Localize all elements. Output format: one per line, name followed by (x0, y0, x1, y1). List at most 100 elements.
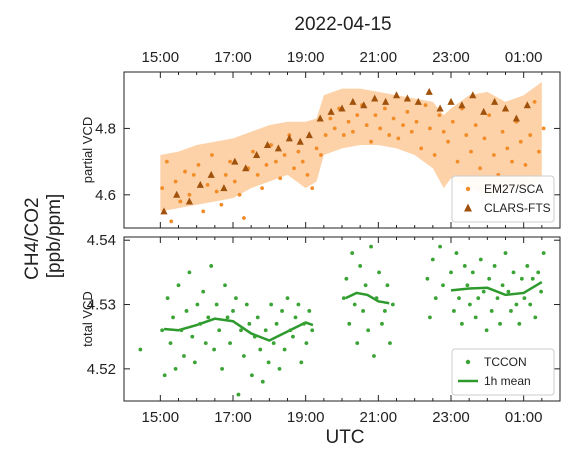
bottom-panel: 15:00 17:00 19:00 21:00 23:00 01:00 4.52 4.53 4.… (80, 232, 561, 426)
legend-triangle-marker (464, 203, 472, 212)
em27-sca-point (518, 139, 523, 144)
tccon-point (212, 347, 217, 352)
em27-sca-point (160, 186, 165, 191)
em27-sca-point (242, 216, 246, 220)
tccon-point (460, 321, 464, 326)
tccon-point (310, 328, 315, 333)
legend-frame (451, 175, 555, 223)
tccon-point (225, 315, 230, 320)
tccon-point (433, 296, 438, 300)
series-line-2 (345, 291, 390, 305)
tccon-point (541, 251, 546, 255)
tccon-point (489, 309, 494, 313)
x-tick-label: 19:00 (287, 49, 325, 66)
tccon-point (244, 302, 249, 307)
top-plot-area (160, 81, 546, 224)
bottom-legend: TCCON 1h mean (451, 348, 555, 396)
y-tick-label: 4.8 (95, 120, 116, 137)
em27-sca-point (219, 202, 224, 207)
tccon-point (173, 366, 178, 371)
tccon-point (390, 302, 395, 307)
tccon-point (260, 379, 265, 384)
em27-sca-point (409, 129, 414, 134)
tccon-point (165, 296, 170, 300)
tccon-point (304, 341, 309, 346)
clars-fts-point (458, 101, 466, 109)
tccon-point (374, 296, 379, 300)
tccon-point (171, 315, 175, 320)
clars-fts-point (501, 104, 510, 112)
x-tick-label: 21:00 (360, 409, 398, 426)
em27-sca-point (414, 119, 419, 124)
em27-sca-point (355, 113, 360, 118)
tccon-point (247, 321, 252, 326)
em27-sca-point (478, 166, 482, 171)
em27-sca-point (396, 136, 401, 141)
tccon-point (239, 328, 243, 333)
shared-ylabel: CH4/CO2 [ppb/ppm] (22, 192, 65, 280)
em27-sca-point (310, 186, 315, 191)
x-tick-label: 01:00 (505, 409, 543, 426)
em27-sca-point (432, 153, 437, 157)
tccon-point (252, 334, 257, 339)
tccon-point (296, 302, 301, 307)
clars-fts-point (242, 164, 250, 172)
tccon-point (522, 296, 527, 300)
em27-sca-point (273, 159, 278, 164)
em27-sca-point (437, 113, 442, 118)
tccon-point (487, 276, 492, 281)
em27-sca-point (523, 163, 528, 167)
em27-sca-point (428, 126, 432, 131)
em27-sca-point (187, 192, 192, 197)
em27-sca-point (196, 163, 201, 167)
tccon-point (511, 270, 516, 275)
top-legend: EM27/SCA CLARS-FTS (451, 175, 555, 223)
legend-label: EM27/SCA (484, 182, 543, 196)
em27-sca-point (378, 126, 383, 131)
em27-sca-point (269, 143, 274, 147)
em27-sca-point (232, 179, 237, 184)
tccon-point (220, 366, 225, 371)
tccon-point (236, 392, 241, 397)
legend-circle-marker (465, 359, 471, 365)
em27-sca-point (264, 163, 269, 167)
clars-fts-point (403, 94, 411, 102)
tccon-point (492, 264, 497, 268)
em27-sca-point (214, 189, 219, 194)
x-tick-label: 15:00 (142, 409, 180, 426)
em27-sca-point (441, 129, 446, 134)
tccon-point (176, 283, 181, 288)
em27-sca-point (369, 139, 373, 144)
tccon-point (228, 341, 232, 346)
em27-sca-point (351, 129, 355, 134)
tccon-point (301, 321, 306, 326)
tccon-point (277, 366, 282, 371)
uncertainty-band (160, 81, 542, 212)
clars-fts-point (231, 157, 239, 165)
tccon-point (231, 309, 235, 313)
tccon-point (533, 315, 538, 320)
clars-fts-point (185, 197, 193, 205)
tccon-point (198, 321, 203, 326)
x-tick-label: 23:00 (432, 409, 470, 426)
x-tick-label: 01:00 (505, 49, 543, 66)
clars-fts-point (338, 104, 346, 112)
em27-sca-point (169, 219, 174, 224)
tccon-point (182, 354, 186, 358)
tccon-point (138, 347, 143, 352)
tccon-point (350, 251, 355, 255)
tccon-point (242, 354, 246, 358)
tccon-point (506, 289, 511, 294)
tccon-point (190, 334, 195, 339)
x-tick-label: 17:00 (214, 49, 252, 66)
clars-fts-point (263, 141, 272, 149)
tccon-point (473, 315, 478, 320)
clars-fts-point (436, 104, 444, 112)
tccon-point (388, 341, 392, 346)
x-axis-title: UTC (325, 427, 364, 448)
tccon-point (528, 302, 533, 307)
tccon-point (530, 276, 535, 281)
date-title: 2022-04-15 (294, 14, 391, 35)
y-tick-label: 4.53 (87, 297, 116, 314)
tccon-point (539, 289, 544, 294)
